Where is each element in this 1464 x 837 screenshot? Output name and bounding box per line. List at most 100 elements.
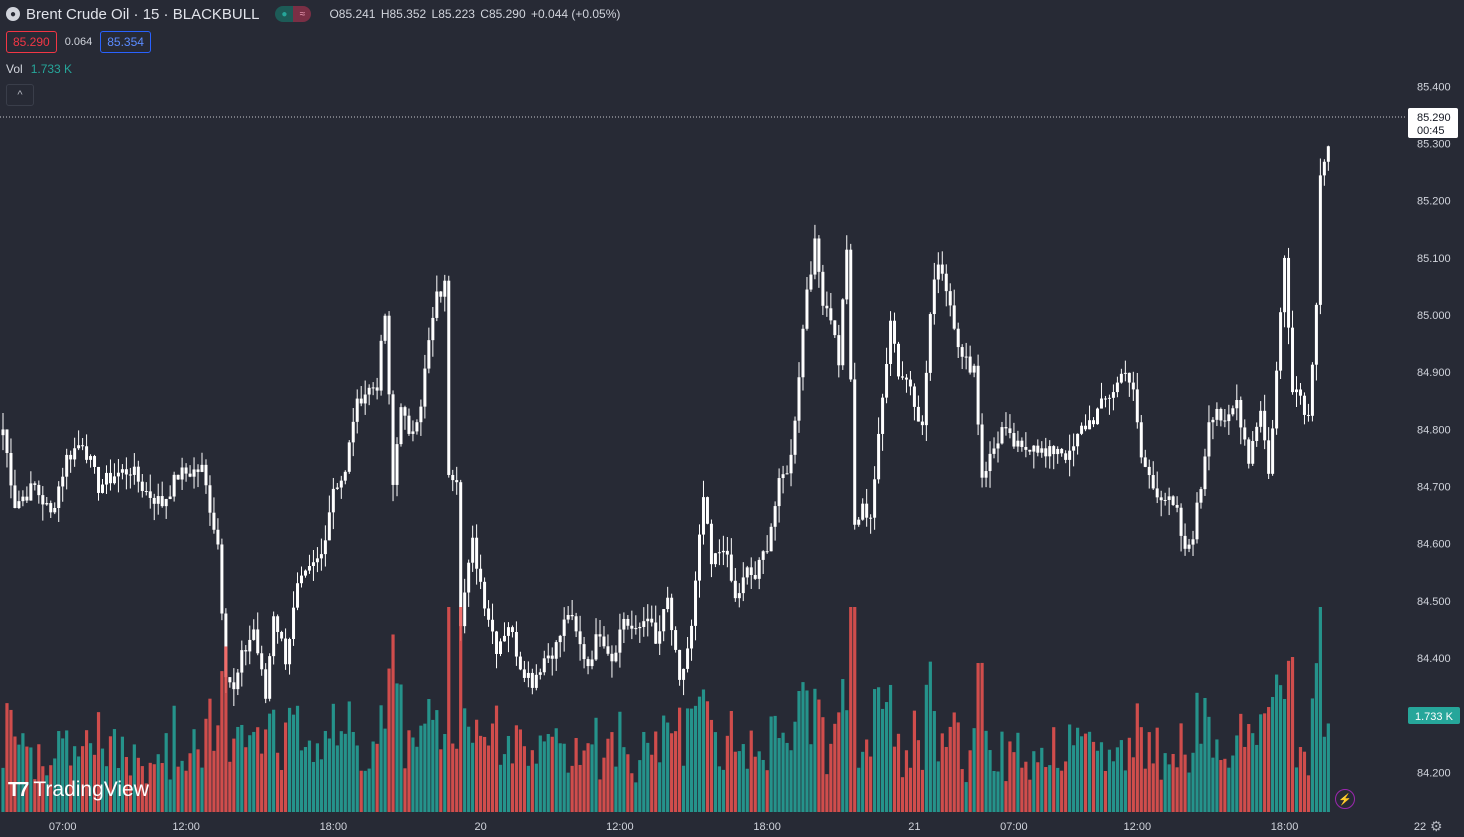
volume-bar [1135,703,1139,812]
candle-body [1060,448,1064,454]
volume-bar [841,679,845,812]
volume-bar [1211,757,1215,812]
volume-bar [1183,754,1187,812]
candle-body [1183,535,1187,549]
volume-bar [399,684,403,812]
lightning-icon[interactable]: ⚡ [1335,789,1355,809]
volume-bar [892,746,897,812]
y-tick-label: 84.600 [1417,539,1451,551]
volume-bar [371,741,375,812]
candle-body [701,497,705,535]
volume-bar [375,743,379,812]
volume-bar [447,607,451,812]
candle-body [741,577,745,594]
candle-body [936,264,940,280]
candle-body [1088,420,1092,430]
candle-body [1179,507,1183,536]
candle-body [69,454,73,460]
volume-bar [674,731,678,812]
candle-body [363,394,367,404]
volume-bar [69,765,73,812]
candle-body [908,379,912,387]
volume-bar [29,747,33,812]
volume-bar [924,684,928,812]
candle-body [518,656,522,670]
chevron-up-icon: ^ [17,89,23,101]
candle-body [1111,392,1115,398]
volume-bar [666,722,670,812]
candle-body [65,454,69,477]
candle-body [407,415,411,434]
candle-body [682,668,686,680]
candle-body [817,238,821,272]
candle-body [292,607,296,640]
buy-price-button[interactable]: 85.354 [100,31,151,53]
volume-bar [124,757,128,812]
volume-bar [1271,696,1275,812]
candle-body [1326,146,1330,162]
volume-bar [1215,739,1219,812]
candle-body [1096,408,1099,425]
candle-body [1159,497,1163,501]
candle-body [236,672,240,690]
volume-bar [869,756,873,812]
candle-body [435,291,439,318]
volume-bar [84,730,89,812]
candle-body [550,655,554,659]
volume-bar [287,707,292,812]
candle-body [865,503,869,518]
volume-bar [562,743,566,812]
volume-bar [904,750,909,812]
volume-bar [1219,760,1223,812]
volume-bar [443,734,447,812]
collapse-legend-button[interactable]: ^ [6,84,34,106]
candle-body [347,442,351,472]
volume-bar [586,743,590,812]
volume-bar [256,727,260,812]
candle-body [164,499,168,507]
symbol-title[interactable]: Brent Crude Oil · 15 · BLACKBULL [26,5,260,23]
volume-bar [260,753,264,812]
y-tick-label: 84.500 [1417,596,1451,608]
volume-bar [73,746,77,812]
tradingview-logo[interactable]: T7 TradingView [8,778,149,802]
candle-body [49,503,53,513]
symbol-legend[interactable]: ● Brent Crude Oil · 15 · BLACKBULL ● ≈ O… [6,4,622,24]
candle-body [1275,370,1279,429]
y-tick-label: 84.700 [1417,481,1451,493]
candle-body [837,335,841,366]
volume-bar [439,749,443,812]
volume-bar [391,634,395,812]
volume-bar [148,762,152,812]
volume-bar [1103,771,1108,812]
volume-bar [976,663,980,812]
candle-body [1131,382,1135,390]
y-tick-label: 84.900 [1417,367,1451,379]
volume-legend[interactable]: Vol 1.733 K [6,62,72,76]
candle-body [423,368,427,407]
candle-body [964,356,968,358]
volume-bar [307,740,312,812]
volume-bar [490,723,495,812]
gear-icon[interactable]: ⚙ [1430,818,1443,834]
candle-body [861,503,865,520]
sell-price-button[interactable]: 85.290 [6,31,57,53]
candle-body [1008,428,1012,434]
candle-body [1251,441,1255,464]
volume-bar [136,757,140,812]
candle-body [411,431,415,434]
candle-body [670,597,674,631]
volume-bar [877,687,881,812]
y-tick-label: 84.200 [1417,767,1451,779]
volume-bar [1163,753,1167,812]
candle-body [232,682,236,690]
ohlc-high: H85.352 [380,7,427,21]
market-status-pill[interactable]: ● ≈ [275,6,312,22]
volume-bar [1302,751,1307,812]
candle-body [897,343,900,377]
volume-bar [57,731,61,812]
volume-bar [932,711,936,812]
volume-bar [582,750,586,812]
candle-body [112,476,116,484]
